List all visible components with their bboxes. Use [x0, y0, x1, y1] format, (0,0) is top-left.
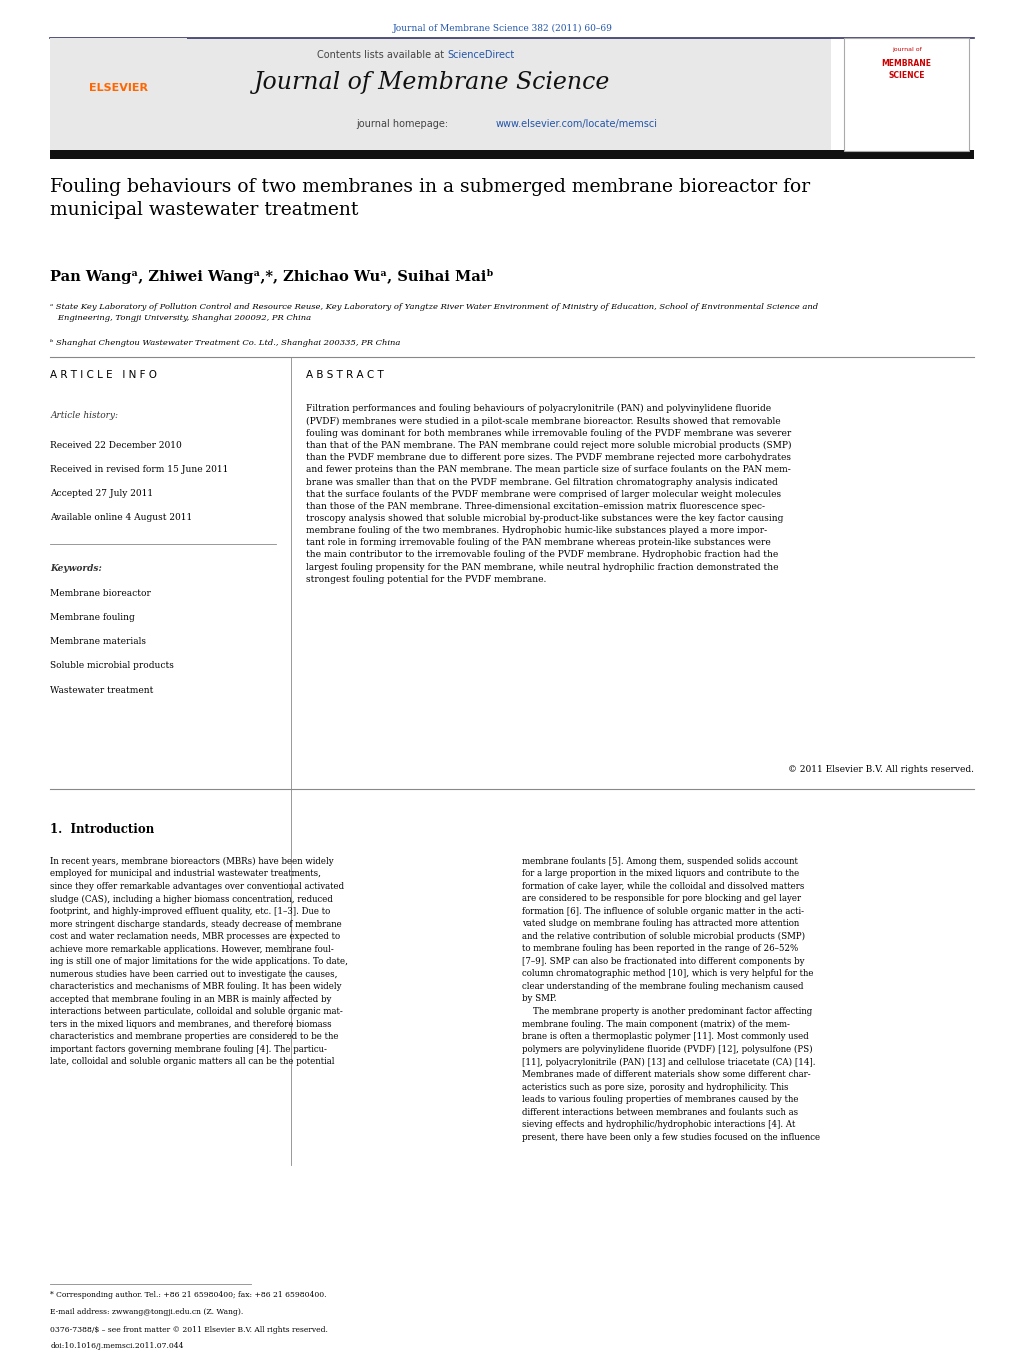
Bar — [50, 38, 187, 151]
Text: Received 22 December 2010: Received 22 December 2010 — [50, 440, 182, 450]
Text: ᵃ State Key Laboratory of Pollution Control and Resource Reuse, Key Laboratory o: ᵃ State Key Laboratory of Pollution Cont… — [50, 303, 819, 322]
Text: MEMBRANE: MEMBRANE — [882, 59, 931, 69]
Text: Wastewater treatment: Wastewater treatment — [50, 686, 153, 694]
Text: Pan Wangᵃ, Zhiwei Wangᵃ,*, Zhichao Wuᵃ, Suihai Maiᵇ: Pan Wangᵃ, Zhiwei Wangᵃ,*, Zhichao Wuᵃ, … — [50, 269, 494, 285]
Text: E-mail address: zwwang@tongji.edu.cn (Z. Wang).: E-mail address: zwwang@tongji.edu.cn (Z.… — [50, 1308, 243, 1316]
Text: 0376-7388/$ – see front matter © 2011 Elsevier B.V. All rights reserved.: 0376-7388/$ – see front matter © 2011 El… — [50, 1325, 328, 1333]
Text: membrane foulants [5]. Among them, suspended solids account
for a large proporti: membrane foulants [5]. Among them, suspe… — [523, 857, 821, 1142]
Text: Fouling behaviours of two membranes in a submerged membrane bioreactor for
munic: Fouling behaviours of two membranes in a… — [50, 178, 811, 219]
Text: Keywords:: Keywords: — [50, 565, 102, 573]
Text: © 2011 Elsevier B.V. All rights reserved.: © 2011 Elsevier B.V. All rights reserved… — [788, 765, 974, 774]
Text: Received in revised form 15 June 2011: Received in revised form 15 June 2011 — [50, 465, 229, 474]
Text: Article history:: Article history: — [50, 411, 118, 420]
Text: Available online 4 August 2011: Available online 4 August 2011 — [50, 513, 193, 523]
Text: ᵇ Shanghai Chengtou Wastewater Treatment Co. Ltd., Shanghai 200335, PR China: ᵇ Shanghai Chengtou Wastewater Treatment… — [50, 339, 400, 347]
Text: A B S T R A C T: A B S T R A C T — [306, 370, 384, 381]
Text: SCIENCE: SCIENCE — [888, 72, 925, 81]
Text: In recent years, membrane bioreactors (MBRs) have been widely
employed for munic: In recent years, membrane bioreactors (M… — [50, 857, 348, 1066]
Text: Soluble microbial products: Soluble microbial products — [50, 662, 175, 670]
Text: journal of: journal of — [891, 47, 922, 53]
Bar — [843, 38, 969, 151]
Text: doi:10.1016/j.memsci.2011.07.044: doi:10.1016/j.memsci.2011.07.044 — [50, 1342, 184, 1350]
Text: Filtration performances and fouling behaviours of polyacrylonitrile (PAN) and po: Filtration performances and fouling beha… — [306, 404, 792, 584]
Text: 1.  Introduction: 1. Introduction — [50, 823, 154, 836]
Text: Contents lists available at: Contents lists available at — [317, 50, 447, 59]
Bar — [50, 150, 974, 159]
Text: Membrane materials: Membrane materials — [50, 638, 146, 646]
Text: Journal of Membrane Science: Journal of Membrane Science — [254, 72, 611, 95]
Text: ScienceDirect: ScienceDirect — [447, 50, 515, 59]
Text: www.elsevier.com/locate/memsci: www.elsevier.com/locate/memsci — [495, 119, 658, 128]
Text: journal homepage:: journal homepage: — [356, 119, 452, 128]
Text: Membrane bioreactor: Membrane bioreactor — [50, 589, 151, 597]
Text: A R T I C L E   I N F O: A R T I C L E I N F O — [50, 370, 157, 381]
Text: Accepted 27 July 2011: Accepted 27 July 2011 — [50, 489, 153, 499]
Bar — [50, 38, 831, 151]
Text: * Corresponding author. Tel.: +86 21 65980400; fax: +86 21 65980400.: * Corresponding author. Tel.: +86 21 659… — [50, 1290, 327, 1298]
Text: Journal of Membrane Science 382 (2011) 60–69: Journal of Membrane Science 382 (2011) 6… — [392, 24, 613, 34]
Text: Membrane fouling: Membrane fouling — [50, 613, 135, 621]
Text: ELSEVIER: ELSEVIER — [89, 82, 148, 93]
